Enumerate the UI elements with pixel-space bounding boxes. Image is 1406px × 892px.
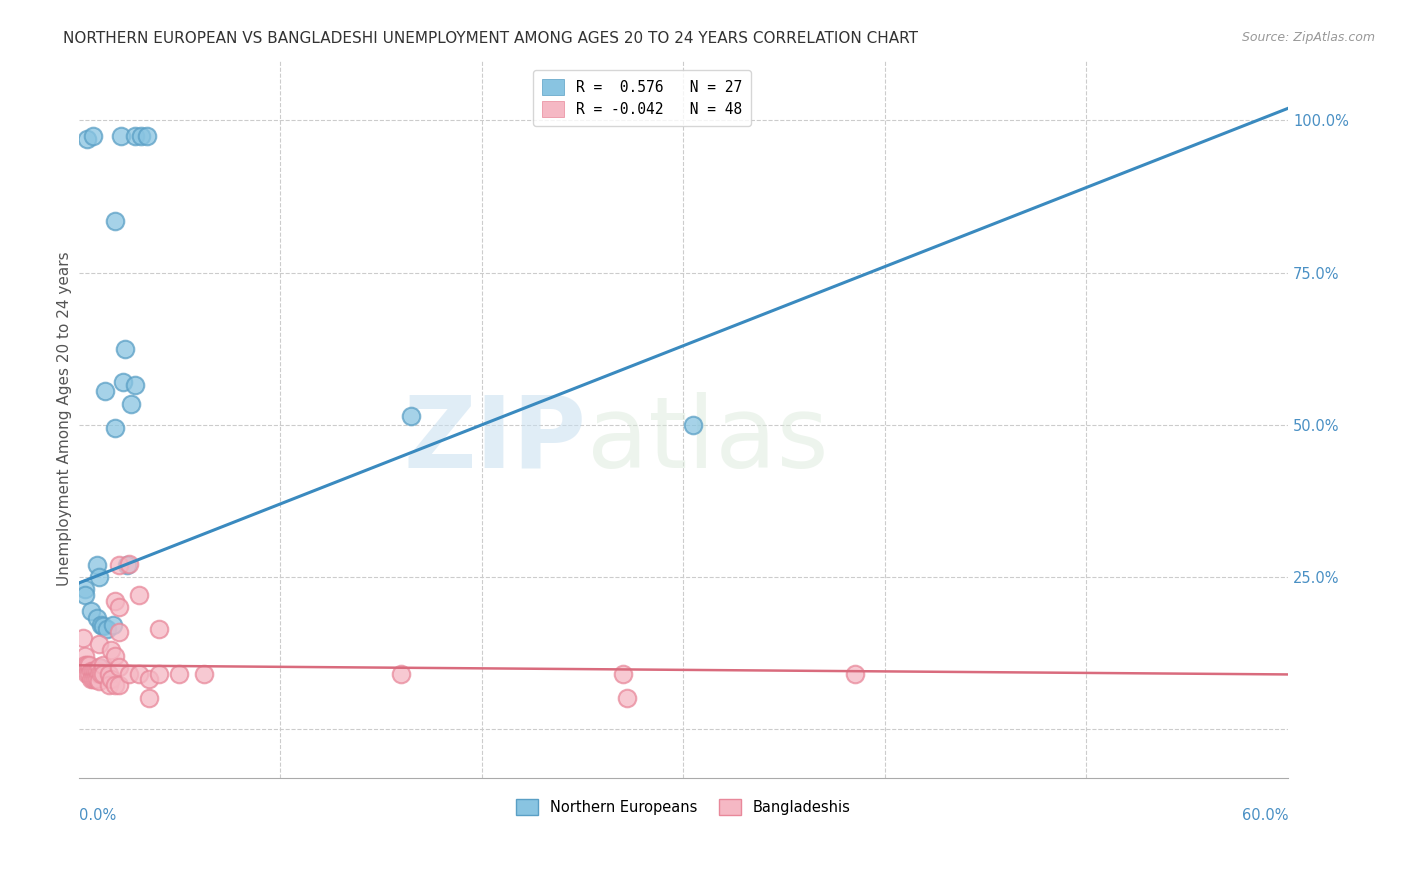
Point [148, 667, 170, 681]
Point [86, 611, 108, 625]
Text: 0.0%: 0.0% [79, 808, 115, 823]
Point [73, 658, 96, 673]
Point [86, 673, 108, 687]
Point [76, 658, 98, 673]
Point [96, 622, 118, 636]
Point [124, 378, 146, 392]
Point [104, 421, 127, 435]
Point [844, 667, 866, 681]
Text: ZIP: ZIP [404, 392, 586, 489]
Point [193, 667, 215, 681]
Point [104, 649, 127, 664]
Point [115, 558, 138, 572]
Point [72, 631, 94, 645]
Point [82, 128, 104, 143]
Point [128, 667, 150, 681]
Point [86, 665, 108, 679]
Point [73, 582, 96, 597]
Point [104, 594, 127, 608]
Point [118, 557, 141, 571]
Point [82, 665, 104, 679]
Point [87, 660, 110, 674]
Point [101, 617, 124, 632]
Point [108, 600, 131, 615]
Point [108, 624, 131, 639]
Point [90, 617, 112, 632]
Y-axis label: Unemployment Among Ages 20 to 24 years: Unemployment Among Ages 20 to 24 years [58, 252, 72, 586]
Point [79, 665, 101, 679]
Point [87, 637, 110, 651]
Point [389, 667, 412, 681]
Point [100, 673, 122, 687]
Point [118, 667, 141, 681]
Point [104, 678, 127, 692]
Point [120, 396, 142, 410]
Point [83, 673, 105, 687]
Point [76, 132, 98, 146]
Point [114, 342, 136, 356]
Point [129, 128, 152, 143]
Point [87, 570, 110, 584]
Point [97, 667, 120, 681]
Point [111, 376, 134, 390]
Point [169, 667, 191, 681]
Point [87, 667, 110, 681]
Point [82, 673, 104, 687]
Point [79, 673, 101, 687]
Legend: Northern Europeans, Bangladeshis: Northern Europeans, Bangladeshis [510, 793, 856, 821]
Point [73, 649, 96, 664]
Point [138, 673, 160, 687]
Text: Source: ZipAtlas.com: Source: ZipAtlas.com [1241, 31, 1375, 45]
Text: NORTHERN EUROPEAN VS BANGLADESHI UNEMPLOYMENT AMONG AGES 20 TO 24 YEARS CORRELAT: NORTHERN EUROPEAN VS BANGLADESHI UNEMPLO… [63, 31, 918, 46]
Point [100, 643, 122, 657]
Point [76, 667, 98, 681]
Point [97, 678, 120, 692]
Point [77, 667, 100, 681]
Text: 60.0%: 60.0% [1241, 808, 1288, 823]
Point [128, 588, 150, 602]
Point [148, 622, 170, 636]
Point [138, 690, 160, 705]
Point [90, 667, 112, 681]
Point [94, 384, 117, 399]
Point [104, 214, 127, 228]
Point [87, 673, 110, 688]
Point [108, 678, 131, 692]
Point [73, 588, 96, 602]
Point [77, 658, 100, 673]
Point [110, 128, 132, 143]
Point [682, 417, 704, 432]
Point [91, 618, 114, 632]
Point [108, 558, 131, 572]
Point [90, 661, 112, 675]
Point [79, 603, 101, 617]
Point [612, 667, 634, 681]
Point [91, 667, 114, 681]
Point [124, 128, 146, 143]
Point [108, 660, 131, 674]
Point [136, 128, 159, 143]
Point [86, 558, 108, 572]
Point [83, 665, 105, 679]
Point [91, 658, 114, 673]
Point [399, 409, 422, 423]
Text: atlas: atlas [586, 392, 828, 489]
Point [616, 690, 638, 705]
